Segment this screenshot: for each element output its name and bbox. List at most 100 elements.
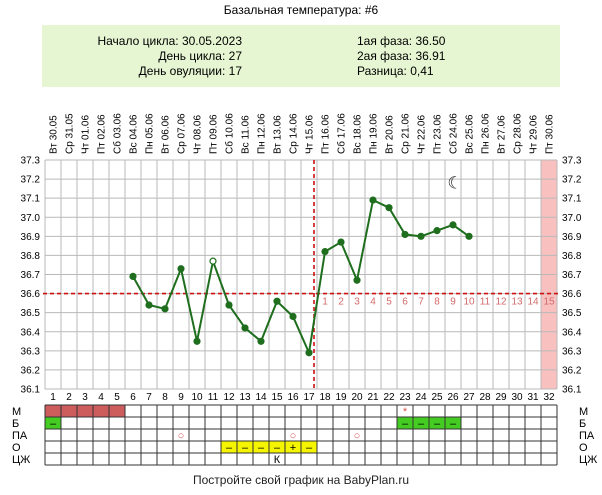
date-label: Вт 27.06 <box>497 115 508 154</box>
bbt-chart: 37.3 37.3 37.2 37.2 37.1 37.1 37.0 37.0 36.9 36.9… <box>12 113 597 466</box>
difference-line: Разница: 0,41 <box>357 64 434 78</box>
y-tick-label-right: 36.1 <box>562 385 582 396</box>
chart-title: Базальная температура: #6 <box>223 3 379 17</box>
ovulation-day-label: День овуляции: <box>138 64 226 78</box>
phase2-line: 2ая фаза: 36.91 <box>357 49 445 63</box>
date-label: Пн 05.06 <box>145 113 156 154</box>
date-label: Вт 06.06 <box>161 115 172 154</box>
day-number: 17 <box>303 392 315 403</box>
day-number: 22 <box>383 392 395 403</box>
row-label-right: ПА <box>579 430 595 442</box>
day-number: 28 <box>479 392 491 403</box>
y-tick-label-left: 36.6 <box>21 289 41 300</box>
cycle-day-value: 27 <box>228 49 242 63</box>
temperature-point <box>225 301 233 309</box>
y-tick-label-right: 37.0 <box>562 213 582 224</box>
post-ovulation-number: 10 <box>463 297 475 308</box>
cycle-start-value: 30.05.2023 <box>181 34 242 48</box>
symptom-cell <box>413 417 429 429</box>
temperature-point <box>449 221 457 229</box>
post-ovulation-number: 11 <box>480 297 491 308</box>
y-tick-label-right: 36.3 <box>562 346 582 357</box>
day-number: 30 <box>511 392 523 403</box>
date-label: Ср 14.06 <box>289 113 300 154</box>
day-number: 13 <box>239 392 251 403</box>
post-ovulation-number: 9 <box>450 297 456 308</box>
symptom-cell <box>269 441 285 453</box>
date-label: Пт 09.06 <box>209 114 220 154</box>
symptom-mark: * <box>403 406 408 418</box>
date-label: Сб 17.06 <box>336 113 348 154</box>
day-number: 24 <box>415 392 427 403</box>
symptom-mark: – <box>306 442 313 454</box>
row-label-right: ЦЖ <box>579 454 597 466</box>
cycle-day-line: День цикла: 27 <box>42 49 242 63</box>
symptom-mark: ○ <box>290 430 297 442</box>
symptom-cell <box>221 441 237 453</box>
date-label: Сб 03.06 <box>112 113 124 154</box>
symptom-cell <box>445 417 461 429</box>
symptom-mark: – <box>226 442 233 454</box>
symptom-mark: – <box>434 418 441 430</box>
temperature-point <box>433 227 441 235</box>
cycle-info-panel: Начало цикла: 30.05.2023 День цикла: 27 … <box>42 25 560 87</box>
temperature-line <box>132 198 470 357</box>
day-number: 23 <box>399 392 411 403</box>
symptom-mark: + <box>290 442 296 454</box>
day-number: 25 <box>431 392 443 403</box>
date-label: Пн 26.06 <box>481 113 492 154</box>
symptom-mark: – <box>274 442 281 454</box>
phase2-value: 36.91 <box>415 49 446 63</box>
phase1-line: 1ая фаза: 36.50 <box>357 34 445 48</box>
y-tick-label-left: 37.1 <box>21 194 41 205</box>
symptom-cell <box>109 405 125 417</box>
post-ovulation-number: 8 <box>434 297 440 308</box>
date-label: Ср 28.06 <box>513 113 524 154</box>
date-label: Пт 16.06 <box>321 114 332 154</box>
post-ovulation-number: 6 <box>402 297 408 308</box>
y-tick-label-right: 36.8 <box>562 251 582 262</box>
date-label: Пн 19.06 <box>369 113 380 154</box>
cycle-start-label: Начало цикла: <box>97 34 179 48</box>
symptom-cell <box>429 417 445 429</box>
date-label: Пт 23.06 <box>433 114 444 154</box>
post-ovulation-number: 3 <box>354 297 360 308</box>
difference-label: Разница: <box>357 64 407 78</box>
y-tick-label-left: 36.1 <box>21 385 41 396</box>
symptom-mark: ○ <box>178 430 185 442</box>
date-label: Чт 08.06 <box>193 115 204 154</box>
day-number: 29 <box>495 392 507 403</box>
day-number: 19 <box>335 392 347 403</box>
symptom-cell <box>301 441 317 453</box>
row-label-right: Б <box>579 418 586 430</box>
post-ovulation-number: 1 <box>322 297 328 308</box>
post-ovulation-number: 13 <box>511 297 523 308</box>
day-number: 14 <box>255 392 267 403</box>
y-tick-label-right: 36.4 <box>562 327 582 338</box>
symptom-mark: – <box>402 418 409 430</box>
temperature-point <box>465 232 473 240</box>
temperature-point <box>273 297 281 305</box>
day-number: 2 <box>66 392 72 403</box>
temperature-point <box>305 349 313 357</box>
row-label-left: Б <box>12 418 19 430</box>
symptom-cell <box>237 441 253 453</box>
temperature-point <box>145 301 153 309</box>
symptom-cell <box>45 417 61 429</box>
y-tick-label-left: 37.3 <box>21 156 41 167</box>
date-label: Вс 18.06 <box>353 114 364 154</box>
temperature-point <box>321 248 329 256</box>
y-tick-label-left: 37.0 <box>21 213 41 224</box>
row-label-left: О <box>12 442 21 454</box>
footer-link[interactable]: Постройте свой график на BabyPlan.ru <box>192 473 410 487</box>
day-number: 12 <box>223 392 235 403</box>
row-label-left: М <box>12 406 21 418</box>
temperature-point <box>209 257 217 265</box>
y-tick-label-right: 36.7 <box>562 270 582 281</box>
cycle-day-label: День цикла: <box>158 49 226 63</box>
y-tick-label-right: 36.2 <box>562 365 582 376</box>
symptom-cell <box>253 441 269 453</box>
temperature-point <box>369 196 377 204</box>
day-number: 26 <box>447 392 459 403</box>
date-label: Ср 07.06 <box>177 113 188 154</box>
